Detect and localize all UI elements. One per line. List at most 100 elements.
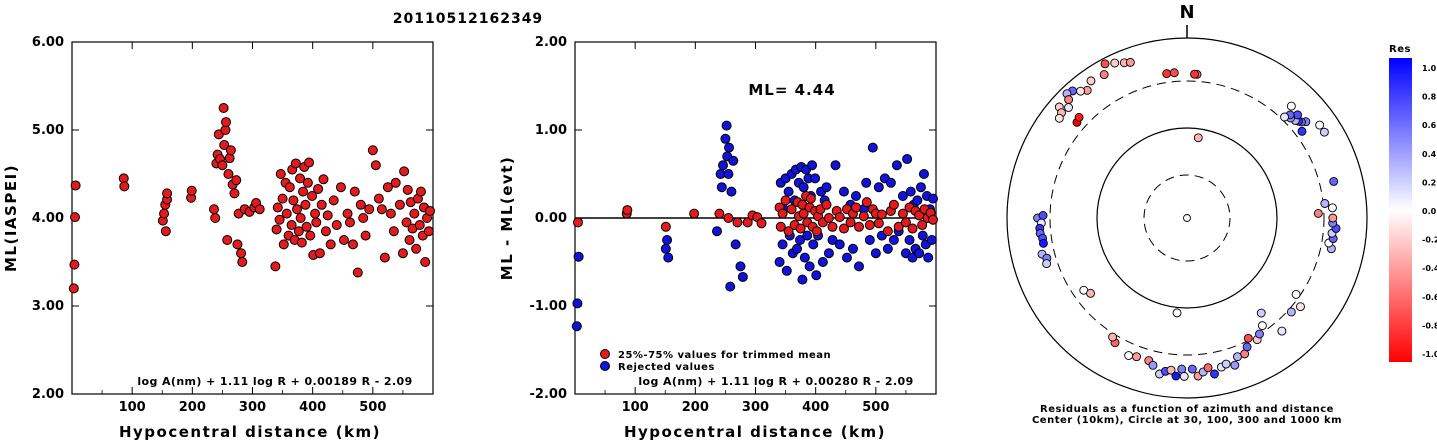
station-point: [1242, 342, 1252, 352]
data-point: [296, 237, 307, 248]
accepted-point: [850, 202, 861, 213]
accepted-point: [882, 226, 893, 237]
data-point: [275, 169, 286, 179]
data-point: [320, 226, 331, 237]
data-point: [281, 208, 292, 219]
axis-ticks: 2.00 3.00 4.00 5.00 6.00 100 200 300 400 500: [32, 35, 433, 415]
rejected-point: [663, 252, 674, 263]
accepted-point: [660, 221, 671, 232]
y-tick-label: -1.00: [530, 299, 567, 314]
rejected-point: [853, 261, 864, 272]
data-point: [376, 204, 387, 215]
accepted-point: [827, 221, 838, 232]
data-point: [307, 191, 318, 201]
station-point: [1172, 308, 1182, 318]
station-point: [1086, 288, 1095, 298]
data-point: [286, 220, 297, 231]
data-point: [313, 183, 324, 194]
accepted-point: [823, 213, 834, 223]
polar-caption-line2: Center (10km), Circle at 30, 100, 300 an…: [1032, 415, 1342, 426]
data-point: [236, 248, 247, 259]
y-tick-label: 5.00: [32, 123, 64, 138]
north-label: N: [1179, 2, 1194, 23]
rejected-point: [798, 182, 809, 193]
colorbar-gradient: [1389, 58, 1412, 362]
data-point: [293, 226, 304, 237]
accepted-point: [853, 221, 864, 232]
data-point: [388, 226, 399, 237]
rejected-point: [737, 271, 748, 282]
rejected-point: [923, 252, 934, 263]
station-point: [1110, 58, 1120, 68]
rejected-point: [799, 252, 810, 263]
station-point: [1179, 371, 1189, 381]
rejected-point: [882, 243, 893, 254]
rejected-point: [725, 281, 736, 292]
accepted-point: [756, 218, 767, 229]
station-point: [1315, 120, 1325, 130]
rejected-point: [912, 195, 923, 206]
rejected-point: [867, 142, 878, 153]
data-point: [295, 173, 306, 184]
y-tick-label: -2.00: [530, 387, 567, 402]
data-point: [69, 259, 80, 270]
rejected-point: [918, 169, 929, 179]
accepted-point: [811, 226, 822, 237]
station-point: [1319, 127, 1329, 137]
legend-marker-accepted: [600, 349, 610, 359]
rejected-point: [891, 160, 902, 171]
x-tick-label: 400: [299, 400, 326, 415]
data-point: [424, 205, 435, 216]
rejected-point: [914, 248, 925, 259]
data-point: [394, 199, 405, 210]
station-point: [1038, 238, 1048, 248]
rejected-point: [870, 248, 881, 259]
station-point: [1162, 69, 1172, 79]
y-tick-label: 3.00: [32, 299, 64, 314]
data-point: [347, 239, 358, 250]
data-point: [401, 217, 412, 228]
rejected-point: [885, 177, 896, 188]
rejected-point: [821, 182, 832, 193]
data-point: [278, 239, 289, 250]
station-point: [1277, 326, 1287, 336]
data-point: [231, 175, 242, 186]
legend-marker-rejected: [600, 361, 610, 371]
colorbar-tick-label: -0.4: [1422, 264, 1437, 273]
station-point: [1328, 213, 1338, 223]
data-point: [420, 257, 431, 267]
data-point: [338, 235, 349, 245]
rejected-point: [905, 186, 916, 197]
data-point: [411, 243, 422, 254]
data-point: [292, 204, 303, 215]
rejected-point: [888, 235, 899, 245]
data-point: [271, 224, 282, 235]
data-point: [342, 208, 353, 219]
station-point: [1099, 70, 1109, 80]
x-axis-label: Hypocentral distance (km): [119, 423, 381, 441]
colorbar-tick-label: -0.8: [1422, 321, 1437, 330]
y-tick-label: 4.00: [32, 211, 64, 226]
station-point: [1230, 360, 1240, 370]
legend-label-rejected: Rejected values: [618, 362, 715, 373]
plot-frame: [71, 41, 434, 395]
colorbar-tick-label: 0.2: [1422, 178, 1436, 187]
data-point: [290, 158, 301, 169]
panel-polar-residuals: N Residuals as a function of azimuth and…: [1006, 2, 1368, 426]
colorbar-ticks: 1.0 0.8 0.6 0.4 0.2 0.0 -0.2 -0.4 -0.6 -0.8 -1.0: [1422, 64, 1437, 359]
colorbar-tick-label: 0.0: [1422, 207, 1437, 216]
data-point: [302, 177, 313, 188]
y-tick-label: 0.00: [535, 211, 567, 226]
station-point: [1187, 364, 1197, 374]
accepted-point: [777, 208, 788, 219]
rejected-point: [810, 173, 821, 184]
station-point: [1076, 86, 1086, 96]
station-point: [1108, 332, 1118, 342]
rejected-point: [795, 235, 806, 245]
rejected-point: [830, 160, 841, 171]
rejected-point: [572, 298, 583, 309]
rejected-point: [660, 243, 671, 254]
rejected-point: [797, 274, 808, 285]
x-tick-label: 100: [622, 400, 649, 415]
